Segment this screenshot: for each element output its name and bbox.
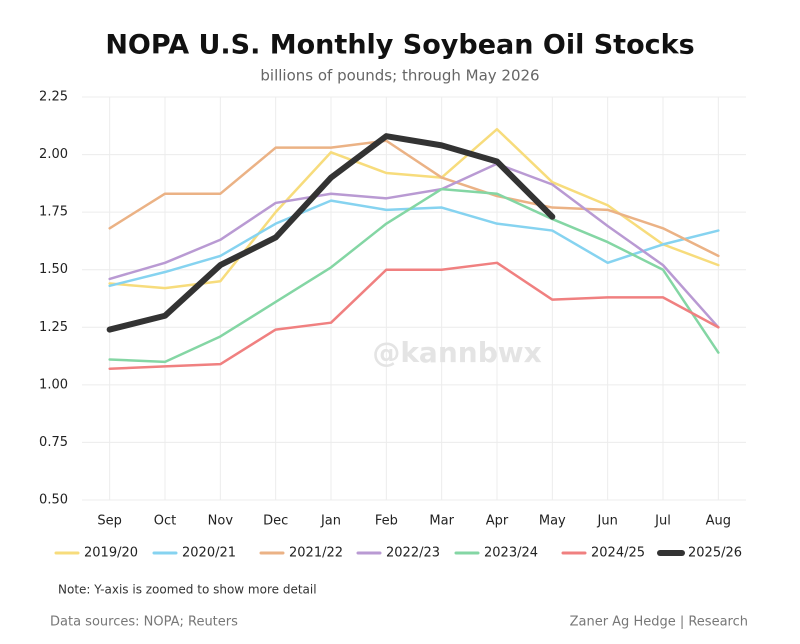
series-line [108, 187, 720, 364]
y-tick-label: 1.50 [39, 262, 68, 277]
series-line [108, 261, 720, 370]
y-tick-label: 0.50 [39, 493, 68, 508]
x-tick-label: Oct [154, 514, 176, 529]
watermark: @kannbwx [372, 336, 541, 369]
x-tick-label: Sep [97, 514, 122, 529]
x-tick-label: Aug [706, 514, 731, 529]
x-tick-label: Dec [263, 514, 288, 529]
note: Note: Y-axis is zoomed to show more deta… [58, 583, 317, 597]
legend-label: 2022/23 [386, 546, 440, 561]
y-tick-label: 1.75 [39, 205, 68, 220]
y-tick-label: 1.25 [39, 320, 68, 335]
x-tick-label: May [539, 514, 566, 529]
credit: Zaner Ag Hedge | Research [570, 615, 748, 630]
x-tick-label: Apr [486, 514, 509, 529]
chart-title: NOPA U.S. Monthly Soybean Oil Stocks [105, 30, 694, 61]
x-tick-label: Jan [320, 514, 341, 529]
legend-label: 2019/20 [84, 546, 138, 561]
legend-label: 2025/26 [688, 546, 742, 561]
x-tick-label: Nov [208, 514, 234, 529]
y-tick-label: 0.75 [39, 435, 68, 450]
y-tick-label: 2.25 [39, 90, 68, 105]
legend-label: 2021/22 [289, 546, 343, 561]
series-line [108, 139, 720, 258]
series-line [108, 199, 720, 288]
legend-label: 2020/21 [182, 546, 236, 561]
series-line [108, 162, 720, 329]
y-tick-label: 1.00 [39, 377, 68, 392]
x-tick-label: Mar [429, 514, 454, 529]
y-tick-label: 2.00 [39, 147, 68, 162]
legend-label: 2024/25 [591, 546, 645, 561]
source: Data sources: NOPA; Reuters [50, 615, 238, 630]
chart-subtitle: billions of pounds; through May 2026 [260, 67, 539, 85]
series-line [106, 133, 556, 333]
x-tick-label: Jun [597, 514, 618, 529]
x-tick-label: Jul [654, 514, 671, 529]
x-tick-label: Feb [375, 514, 398, 529]
legend-label: 2023/24 [484, 546, 538, 561]
